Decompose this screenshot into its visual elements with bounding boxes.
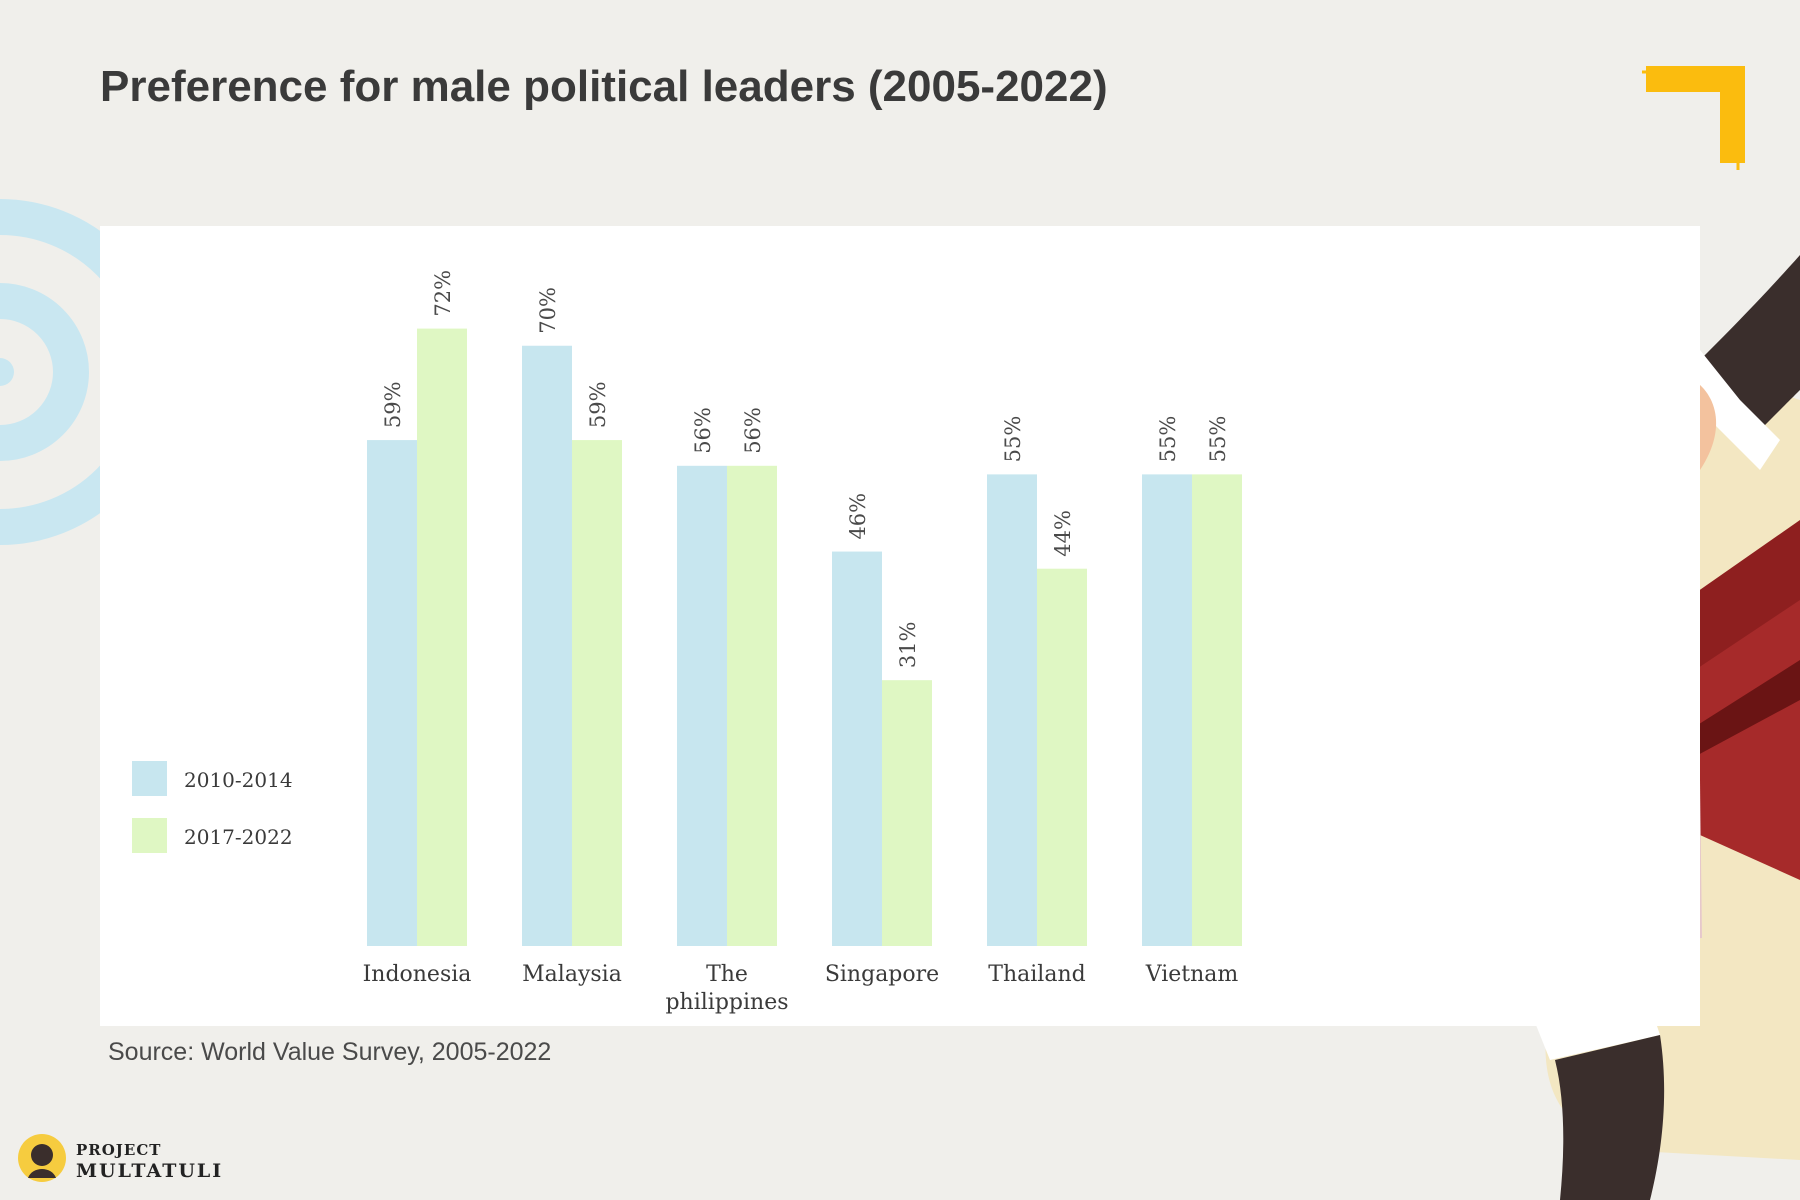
logo-line-2: MULTATULI bbox=[76, 1160, 224, 1182]
legend-label-1: 2010-2014 bbox=[184, 768, 293, 792]
bar-the-philippines-1 bbox=[677, 465, 727, 946]
value-label: 70% bbox=[536, 287, 560, 334]
value-label: 44% bbox=[1051, 510, 1075, 557]
chart-panel: 59% 72% Indonesia 70% 59% Malaysia 56% 56% The ph… bbox=[100, 226, 1700, 1026]
category-label: Thailand bbox=[988, 962, 1085, 987]
bar-thailand-2 bbox=[1037, 568, 1087, 946]
bar-malaysia-1 bbox=[522, 345, 572, 946]
bar-vietnam-1 bbox=[1142, 474, 1192, 946]
value-label: 46% bbox=[846, 493, 870, 540]
multatuli-logo-icon bbox=[18, 1134, 66, 1182]
value-label: 72% bbox=[431, 270, 455, 317]
value-label: 55% bbox=[1206, 416, 1230, 463]
category-label: philippines bbox=[665, 990, 788, 1015]
category-label: Singapore bbox=[825, 962, 939, 987]
bar-malaysia-2 bbox=[572, 440, 622, 946]
value-label: 59% bbox=[381, 381, 405, 428]
value-label: 55% bbox=[1001, 416, 1025, 463]
category-label: Vietnam bbox=[1145, 962, 1239, 987]
bar-chart: 59% 72% Indonesia 70% 59% Malaysia 56% 56% The ph… bbox=[132, 270, 1242, 1015]
bar-vietnam-2 bbox=[1192, 474, 1242, 946]
value-label: 31% bbox=[896, 621, 920, 668]
bar-indonesia-1 bbox=[367, 440, 417, 946]
legend-swatch-2 bbox=[132, 818, 167, 853]
chart-title: Preference for male political leaders (2… bbox=[100, 62, 1108, 111]
category-label: The bbox=[706, 962, 748, 987]
legend-label-2: 2017-2022 bbox=[184, 825, 293, 849]
bar-thailand-1 bbox=[987, 474, 1037, 946]
corner-bracket-decoration bbox=[1642, 66, 1745, 170]
bar-the-philippines-2 bbox=[727, 465, 777, 946]
value-label: 56% bbox=[691, 407, 715, 454]
bar-singapore-1 bbox=[832, 551, 882, 946]
category-label: Indonesia bbox=[363, 962, 472, 987]
logo-line-1: PROJECT bbox=[76, 1141, 162, 1159]
value-label: 56% bbox=[741, 407, 765, 454]
bar-singapore-2 bbox=[882, 680, 932, 946]
category-label: Malaysia bbox=[522, 962, 622, 987]
value-label: 59% bbox=[586, 381, 610, 428]
source-note: Source: World Value Survey, 2005-2022 bbox=[108, 1038, 552, 1066]
value-label: 55% bbox=[1156, 416, 1180, 463]
legend-swatch-1 bbox=[132, 761, 167, 796]
logo-wordmark: PROJECT MULTATULI bbox=[76, 1140, 223, 1182]
bar-indonesia-2 bbox=[417, 328, 467, 947]
